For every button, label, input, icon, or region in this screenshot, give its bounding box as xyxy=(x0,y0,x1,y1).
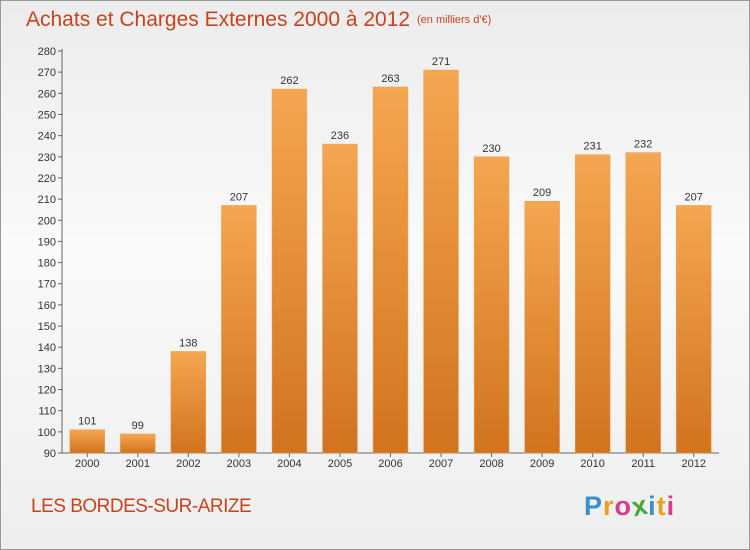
value-label: 207 xyxy=(230,191,248,203)
x-tick-label: 2007 xyxy=(429,458,453,470)
x-tick-label: 2000 xyxy=(75,458,99,470)
bar-2006 xyxy=(372,86,409,454)
y-tick-label: 220 xyxy=(38,173,56,185)
y-tick-label: 170 xyxy=(38,279,56,291)
value-label: 138 xyxy=(179,337,197,349)
bar-2008 xyxy=(473,156,510,454)
x-tick-label: 2001 xyxy=(126,458,150,470)
x-tick-label: 2002 xyxy=(176,458,200,470)
bar-2003 xyxy=(221,205,257,454)
y-tick-label: 150 xyxy=(38,321,56,333)
y-tick-label: 180 xyxy=(38,258,56,270)
x-tick-label: 2005 xyxy=(328,458,352,470)
y-tick-label: 140 xyxy=(38,342,56,354)
y-tick-label: 280 xyxy=(38,46,56,58)
y-tick-label: 230 xyxy=(38,152,56,164)
logo-letter: t xyxy=(656,491,667,521)
bar-2001 xyxy=(120,433,156,454)
logo-letter: i xyxy=(666,491,676,521)
x-tick-label: 2011 xyxy=(631,458,655,470)
y-tick-label: 100 xyxy=(38,427,56,439)
bar-2005 xyxy=(322,143,358,454)
x-tick-label: 2008 xyxy=(479,458,503,470)
bar-2007 xyxy=(423,69,459,454)
value-label: 99 xyxy=(132,420,144,432)
y-tick-label: 160 xyxy=(38,300,56,312)
x-tick-label: 2003 xyxy=(227,458,251,470)
y-tick-label: 240 xyxy=(38,131,56,143)
y-tick-label: 200 xyxy=(38,215,56,227)
y-tick-label: 130 xyxy=(38,363,56,375)
bar-2011 xyxy=(625,152,661,454)
logo-letter: i xyxy=(648,491,657,521)
x-tick-label: 2012 xyxy=(681,458,705,470)
bar-2009 xyxy=(524,200,560,454)
value-label: 231 xyxy=(583,141,601,153)
bar-2002 xyxy=(170,351,207,454)
y-tick-label: 120 xyxy=(38,385,56,397)
y-tick-label: 210 xyxy=(38,194,56,206)
value-label: 271 xyxy=(432,56,450,68)
bar-2004 xyxy=(271,88,308,454)
chart-unit: (en milliers d'€) xyxy=(417,14,492,26)
y-tick-label: 270 xyxy=(38,67,56,79)
logo-letter: o xyxy=(614,491,633,521)
logo-letter: r xyxy=(603,491,615,521)
value-label: 101 xyxy=(78,416,96,428)
value-label: 263 xyxy=(381,73,399,85)
x-tick-label: 2004 xyxy=(277,458,301,470)
value-label: 209 xyxy=(533,187,551,199)
commune-name: LES BORDES-SUR-ARIZE xyxy=(31,496,252,517)
y-tick-label: 250 xyxy=(38,109,56,121)
value-label: 262 xyxy=(280,75,298,87)
value-label: 207 xyxy=(685,191,703,203)
bar-2000 xyxy=(69,429,105,454)
y-tick-label: 260 xyxy=(38,88,56,100)
bar-2012 xyxy=(676,205,712,454)
y-tick-label: 90 xyxy=(44,448,56,460)
logo-letter: P xyxy=(584,491,604,521)
value-label: 230 xyxy=(482,143,500,155)
y-tick-label: 110 xyxy=(38,406,56,418)
value-label: 232 xyxy=(634,139,652,151)
bar-2010 xyxy=(574,154,611,454)
proxiti-logo: Proxiti xyxy=(584,490,676,523)
value-label: 236 xyxy=(331,130,349,142)
x-tick-label: 2009 xyxy=(530,458,554,470)
chart-title: Achats et Charges Externes 2000 à 2012 xyxy=(26,8,411,31)
x-tick-label: 2006 xyxy=(378,458,402,470)
y-tick-label: 190 xyxy=(38,236,56,248)
x-tick-label: 2010 xyxy=(580,458,604,470)
